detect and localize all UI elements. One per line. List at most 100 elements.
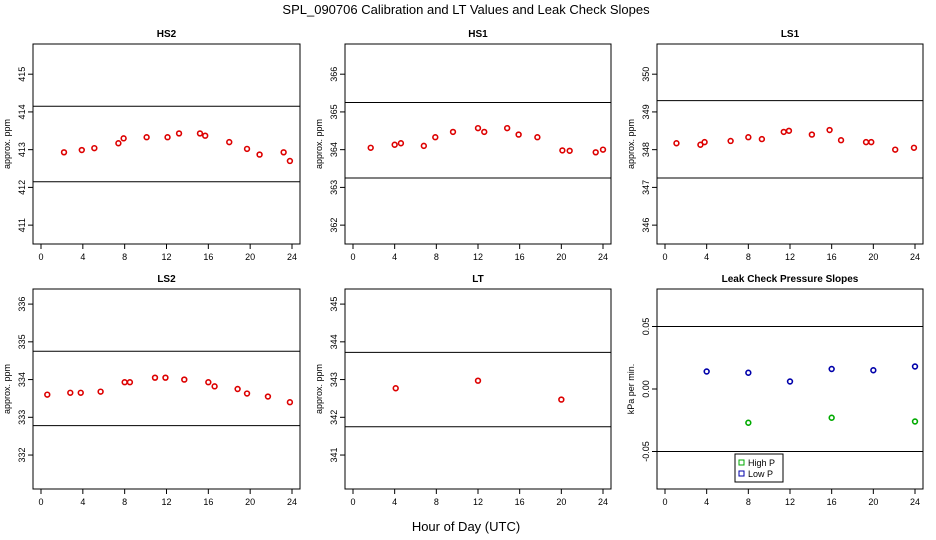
x-tick-label: 4 [704, 252, 709, 262]
data-point [201, 132, 209, 139]
data-point [808, 131, 816, 138]
y-tick-label: 414 [17, 104, 27, 119]
data-point [397, 140, 405, 147]
y-tick-label: 362 [329, 218, 339, 233]
y-tick-label: 335 [17, 334, 27, 349]
data-point [911, 418, 919, 425]
panel-title: HS1 [468, 29, 488, 40]
data-point [558, 396, 565, 403]
plot-frame [344, 288, 612, 490]
y-tick-label: 0.05 [641, 318, 651, 336]
data-point [181, 376, 188, 383]
y-tick-label: 334 [17, 372, 27, 387]
x-tick-label: 20 [868, 497, 878, 507]
legend-entry: High P [748, 458, 775, 468]
data-point [870, 367, 877, 374]
data-point [599, 146, 607, 153]
x-tick-label: 16 [203, 497, 213, 507]
data-point [727, 137, 734, 145]
y-tick-label: 346 [641, 218, 651, 233]
x-tick-label: 24 [910, 252, 920, 262]
y-tick-label: 344 [329, 334, 339, 349]
y-tick-label: 366 [329, 67, 339, 82]
x-tick-label: 16 [827, 252, 837, 262]
data-point [745, 419, 752, 426]
plot-frame [32, 288, 301, 490]
data-point [449, 128, 457, 136]
data-point [44, 391, 51, 398]
data-point [837, 137, 845, 144]
y-axis-label: approx. ppm [314, 364, 324, 414]
data-point [243, 390, 251, 397]
data-point [126, 379, 134, 386]
panel-title: LS1 [781, 29, 800, 40]
y-axis-label: kPa per min. [626, 364, 636, 415]
data-point [701, 138, 708, 146]
x-tick-label: 20 [245, 252, 255, 262]
x-tick-label: 0 [662, 497, 667, 507]
y-tick-label: 413 [17, 142, 27, 157]
y-tick-label: 0.00 [641, 380, 651, 398]
x-tick-label: 0 [350, 497, 355, 507]
plot-frame [656, 43, 924, 245]
x-tick-label: 24 [598, 497, 608, 507]
data-point [367, 144, 374, 151]
plot-frame [344, 43, 612, 245]
x-tick-label: 20 [556, 252, 566, 262]
data-point [97, 388, 104, 395]
data-point [78, 146, 85, 154]
y-tick-label: 347 [641, 180, 651, 195]
data-point [164, 134, 171, 141]
x-tick-label: 12 [785, 497, 795, 507]
panel-title: HS2 [157, 29, 177, 40]
figure-title: SPL_090706 Calibration and LT Values and… [282, 2, 650, 17]
figure-xlabel: Hour of Day (UTC) [412, 519, 520, 534]
data-point [559, 147, 566, 154]
data-point [115, 140, 122, 147]
data-point [234, 385, 241, 393]
data-point [77, 389, 84, 396]
x-tick-label: 0 [662, 252, 667, 262]
x-tick-label: 12 [473, 252, 483, 262]
y-tick-label: 333 [17, 410, 27, 425]
x-tick-label: 12 [161, 252, 171, 262]
x-tick-label: 16 [203, 252, 213, 262]
data-point [703, 368, 710, 375]
x-tick-label: 8 [122, 497, 127, 507]
data-point [121, 379, 128, 386]
y-tick-label: 364 [329, 142, 339, 157]
y-tick-label: 341 [329, 448, 339, 463]
data-point [758, 135, 766, 143]
data-point [392, 385, 399, 392]
data-point [828, 414, 835, 421]
x-tick-label: 12 [161, 497, 171, 507]
x-tick-label: 24 [287, 497, 297, 507]
x-tick-label: 24 [287, 252, 297, 262]
x-tick-label: 24 [598, 252, 608, 262]
x-tick-label: 0 [350, 252, 355, 262]
x-tick-label: 16 [827, 497, 837, 507]
data-point [892, 146, 899, 153]
data-point [673, 140, 680, 147]
x-tick-label: 12 [785, 252, 795, 262]
x-tick-label: 16 [515, 497, 525, 507]
data-point [211, 383, 218, 390]
x-tick-label: 8 [746, 252, 751, 262]
panel-4: LT approx. ppm 0 4 8 12 16 20 24 341 342 343 344 345 [314, 274, 612, 507]
y-tick-label: 415 [17, 67, 27, 82]
y-tick-label: 336 [17, 297, 27, 312]
y-axis-label: approx. ppm [2, 364, 12, 414]
panel-title: LS2 [157, 274, 176, 285]
y-tick-label: 345 [329, 297, 339, 312]
x-tick-label: 8 [122, 252, 127, 262]
data-point [256, 151, 263, 158]
plot-frame [656, 288, 924, 490]
y-tick-label: 412 [17, 180, 27, 195]
y-tick-label: 365 [329, 104, 339, 119]
data-point [868, 138, 875, 146]
y-tick-label: 343 [329, 372, 339, 387]
data-point [786, 378, 794, 385]
